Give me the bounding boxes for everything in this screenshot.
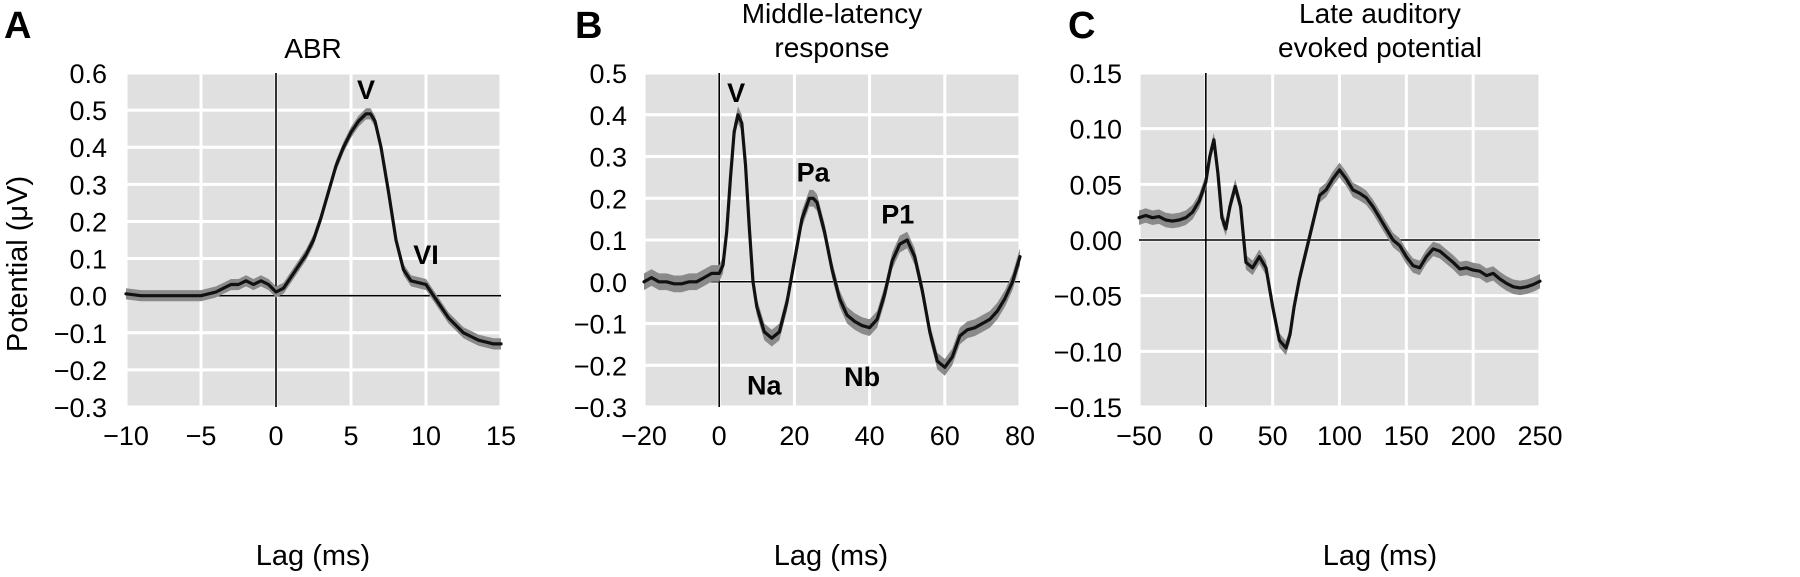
panel-c-title-line-1: Late auditory	[1299, 0, 1461, 29]
panel-c-y-tick-label: 0.10	[1069, 115, 1122, 145]
panel-b-y-tick-label: −0.3	[574, 393, 627, 423]
panel-c-title-line-2: evoked potential	[1278, 32, 1482, 63]
panel-b-waveform-line	[642, 113, 1022, 369]
panel-c-y-tick-label: 0.00	[1069, 226, 1122, 256]
panel-a-y-tick-label: −0.1	[54, 319, 107, 349]
panel-c-x-tick-label: −50	[1116, 421, 1162, 451]
panel-c: C Late auditory evoked potential Lag (ms…	[1054, 0, 1563, 572]
panel-a-y-tick-label: −0.3	[54, 393, 107, 423]
panel-c-x-tick-label: 200	[1451, 421, 1496, 451]
panel-a-title: ABR	[284, 33, 342, 64]
panel-a-peak-label: VI	[413, 240, 439, 270]
panel-c-x-tick-label: 250	[1517, 421, 1562, 451]
panel-c-y-tick-label: −0.10	[1054, 337, 1122, 367]
panel-b-y-tick-label: 0.4	[589, 101, 627, 131]
panel-a-x-tick-label: −5	[186, 421, 217, 451]
panel-a-x-tick-label: 15	[486, 421, 516, 451]
panel-b-x-tick-label: 80	[1005, 421, 1035, 451]
panel-c-waveform-line	[1137, 138, 1542, 350]
panel-b-title-line-2: response	[774, 32, 889, 63]
panel-b-x-tick-label: 20	[779, 421, 809, 451]
panel-b-y-tick-label: 0.5	[589, 59, 627, 89]
panel-c-y-tick-label: 0.15	[1069, 59, 1122, 89]
panel-a-y-tick-label: 0.2	[69, 207, 107, 237]
panel-b-x-tick-label: −20	[621, 421, 667, 451]
panel-a: A ABR Potential (μV) Lag (ms) −0.3 −0.2 −0…	[2, 5, 516, 572]
panel-a-y-axis-label: Potential (μV)	[2, 176, 34, 352]
panel-a-waveform-line	[124, 112, 503, 346]
panel-a-x-tick-label: 0	[268, 421, 283, 451]
panel-a-x-tick-label: 5	[343, 421, 358, 451]
panel-c-x-tick-label: 150	[1384, 421, 1429, 451]
panel-a-letter: A	[4, 5, 31, 47]
panel-b-x-axis-label: Lag (ms)	[774, 540, 888, 572]
panel-c-x-tick-label: 0	[1198, 421, 1213, 451]
panel-b-peak-label: Nb	[844, 362, 880, 392]
panel-a-x-axis-label: Lag (ms)	[256, 540, 370, 572]
panel-a-y-tick-label: 0.3	[69, 170, 107, 200]
panel-c-letter: C	[1068, 5, 1095, 47]
panel-b-peak-label: Na	[747, 370, 782, 400]
panel-b-peak-label: P1	[881, 199, 914, 229]
panel-b-y-tick-label: −0.1	[574, 310, 627, 340]
panel-a-y-tick-label: 0.1	[69, 245, 107, 275]
panel-a-y-tick-label: −0.2	[54, 356, 107, 386]
panel-a-y-tick-label: 0.5	[69, 96, 107, 126]
panel-a-y-tick-label: 0.0	[69, 282, 107, 312]
panel-b-y-tick-label: 0.3	[589, 143, 627, 173]
panel-b-letter: B	[575, 5, 602, 47]
panel-a-y-tick-label: 0.4	[69, 133, 107, 163]
panel-c-y-tick-label: −0.15	[1054, 393, 1122, 423]
panel-b-x-tick-label: 0	[712, 421, 727, 451]
panel-b-y-tick-label: 0.2	[589, 184, 627, 214]
panel-b-y-tick-label: −0.2	[574, 351, 627, 381]
panel-b-peak-label: Pa	[797, 158, 831, 188]
panel-c-y-tick-label: 0.05	[1069, 170, 1122, 200]
panel-b: B Middle-latency response Lag (ms) −0.3−…	[574, 0, 1035, 572]
panel-b-title-line-1: Middle-latency	[742, 0, 923, 29]
panel-b-peak-label: V	[727, 78, 745, 108]
panel-a-y-tick-label: 0.6	[69, 59, 107, 89]
panel-b-y-tick-label: 0.1	[589, 226, 627, 256]
panel-a-x-tick-label: 10	[411, 421, 441, 451]
panel-a-x-tick-label: −10	[103, 421, 149, 451]
panel-b-x-tick-label: 60	[930, 421, 960, 451]
panel-a-peak-label: V	[357, 75, 375, 105]
panel-b-x-tick-label: 40	[855, 421, 885, 451]
panel-c-x-axis-label: Lag (ms)	[1323, 540, 1437, 572]
panel-b-y-tick-label: 0.0	[589, 268, 627, 298]
panel-c-x-tick-label: 100	[1317, 421, 1362, 451]
panel-c-x-tick-label: 50	[1258, 421, 1288, 451]
panel-c-y-tick-label: −0.05	[1054, 282, 1122, 312]
